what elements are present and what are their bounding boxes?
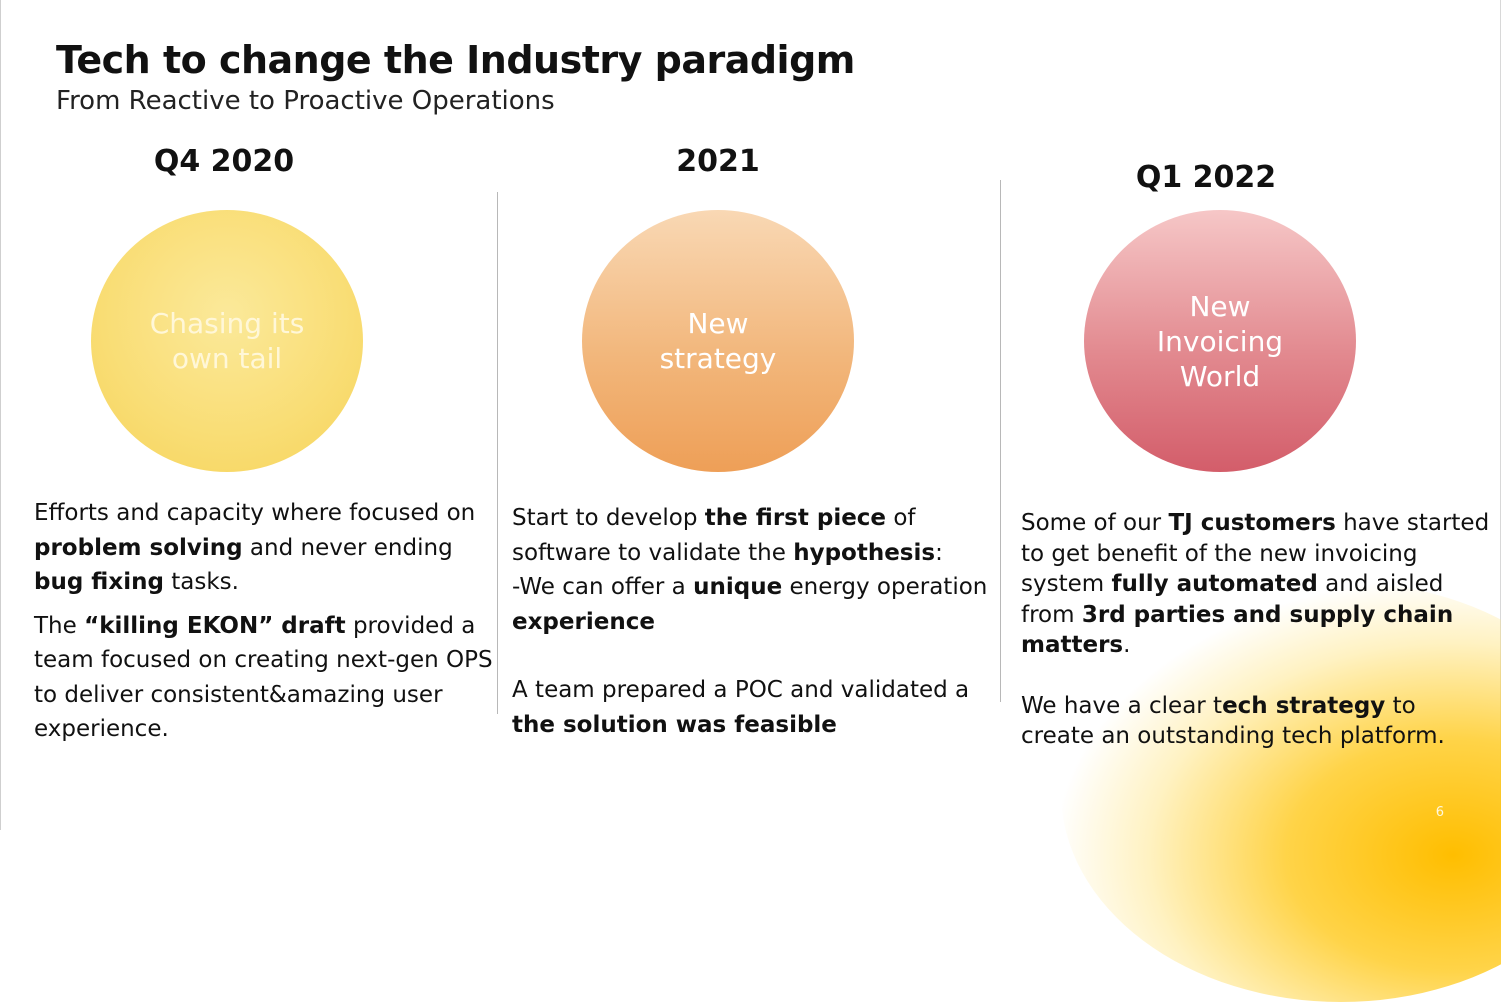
circle-chasing-its-own-tail: Chasing its own tail bbox=[91, 210, 363, 472]
circle-new-strategy: New strategy bbox=[582, 210, 854, 472]
paragraph: -We can offer a unique energy operation … bbox=[512, 574, 988, 635]
paragraph: A team prepared a POC and validated a th… bbox=[512, 677, 970, 738]
paragraph: Some of our TJ customers have started to… bbox=[1021, 510, 1490, 658]
column-divider bbox=[1000, 180, 1001, 702]
circle-label: New strategy bbox=[659, 307, 777, 375]
page-number: 6 bbox=[1435, 805, 1444, 820]
paragraph: Start to develop the first piece of soft… bbox=[512, 505, 943, 566]
column-heading-q4-2020: Q4 2020 bbox=[153, 144, 295, 179]
column-heading-2021: 2021 bbox=[676, 144, 760, 179]
paragraph: We have a clear tech strategy to create … bbox=[1021, 692, 1445, 750]
circle-label: New Invoicing World bbox=[1156, 289, 1284, 393]
circle-label: Chasing its own tail bbox=[149, 307, 305, 375]
circle-new-invoicing-world: New Invoicing World bbox=[1084, 210, 1356, 472]
column-text-q4-2020: Efforts and capacity where focused on pr… bbox=[34, 496, 496, 747]
column-divider bbox=[497, 192, 498, 714]
column-text-q1-2022: Some of our TJ customers have started to… bbox=[1021, 508, 1491, 752]
column-text-2021: Start to develop the first piece of soft… bbox=[512, 501, 990, 742]
slide-subtitle: From Reactive to Proactive Operations bbox=[56, 86, 555, 116]
column-heading-q1-2022: Q1 2022 bbox=[1135, 160, 1277, 195]
paragraph: Efforts and capacity where focused on pr… bbox=[34, 500, 476, 595]
paragraph: The “killing EKON” draft provided a team… bbox=[34, 612, 493, 743]
slide-title: Tech to change the Industry paradigm bbox=[56, 38, 855, 82]
